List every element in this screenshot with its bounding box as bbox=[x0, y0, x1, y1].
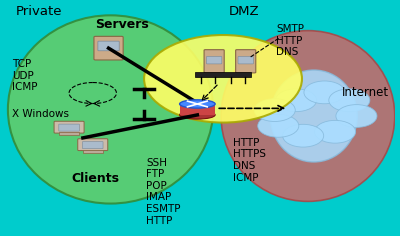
FancyBboxPatch shape bbox=[54, 121, 84, 133]
Ellipse shape bbox=[8, 15, 213, 204]
FancyBboxPatch shape bbox=[98, 41, 119, 51]
FancyBboxPatch shape bbox=[195, 72, 251, 77]
Text: Internet: Internet bbox=[342, 86, 388, 99]
Circle shape bbox=[276, 89, 316, 112]
Circle shape bbox=[336, 105, 377, 127]
FancyBboxPatch shape bbox=[78, 139, 108, 151]
Text: X Windows: X Windows bbox=[12, 110, 69, 119]
FancyBboxPatch shape bbox=[238, 56, 254, 64]
Circle shape bbox=[254, 99, 295, 122]
FancyBboxPatch shape bbox=[59, 124, 79, 131]
FancyBboxPatch shape bbox=[83, 150, 103, 153]
Ellipse shape bbox=[270, 70, 357, 162]
Circle shape bbox=[258, 114, 299, 137]
Circle shape bbox=[144, 35, 302, 122]
Text: Clients: Clients bbox=[71, 172, 119, 185]
FancyBboxPatch shape bbox=[59, 132, 79, 135]
Ellipse shape bbox=[221, 31, 395, 201]
FancyBboxPatch shape bbox=[82, 142, 103, 149]
Circle shape bbox=[329, 89, 370, 112]
FancyBboxPatch shape bbox=[204, 50, 224, 73]
Text: SSH
FTP
POP
IMAP
ESMTP
HTTP: SSH FTP POP IMAP ESMTP HTTP bbox=[146, 158, 180, 226]
FancyBboxPatch shape bbox=[206, 56, 222, 64]
Text: SMTP
HTTP
DNS: SMTP HTTP DNS bbox=[276, 24, 304, 57]
Text: Servers: Servers bbox=[95, 18, 148, 31]
FancyBboxPatch shape bbox=[94, 36, 123, 60]
Circle shape bbox=[304, 81, 345, 104]
Text: TCP
UDP
ICMP: TCP UDP ICMP bbox=[12, 59, 37, 92]
Text: DMZ: DMZ bbox=[229, 5, 260, 18]
Ellipse shape bbox=[180, 100, 215, 108]
Ellipse shape bbox=[180, 111, 215, 119]
Circle shape bbox=[283, 124, 324, 147]
Text: Private: Private bbox=[16, 5, 62, 18]
FancyBboxPatch shape bbox=[236, 50, 256, 73]
Circle shape bbox=[314, 120, 356, 143]
Text: HTTP
HTTPS
DNS
ICMP: HTTP HTTPS DNS ICMP bbox=[233, 138, 266, 183]
FancyBboxPatch shape bbox=[180, 104, 215, 115]
